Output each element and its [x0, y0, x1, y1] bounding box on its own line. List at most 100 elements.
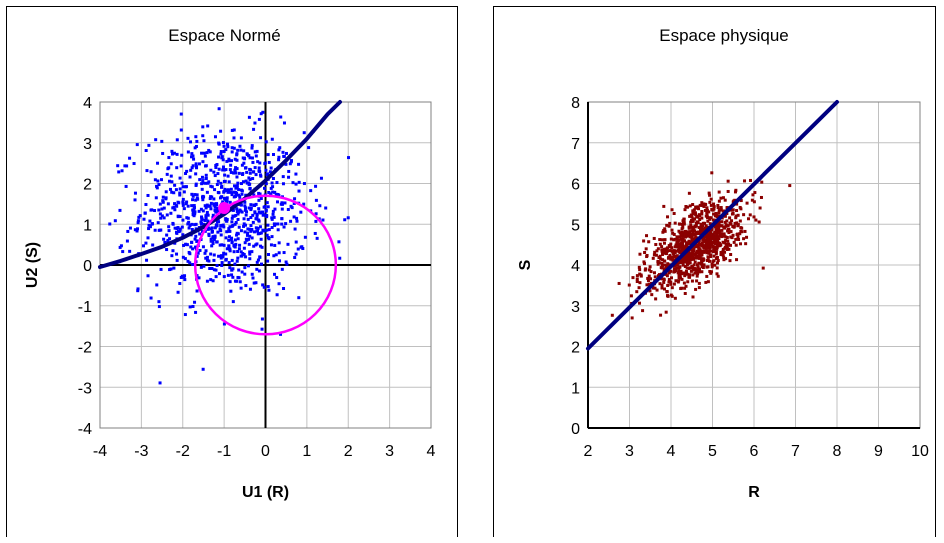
scatter-point: [651, 256, 655, 260]
scatter-point: [238, 144, 242, 148]
scatter-point: [194, 135, 198, 139]
scatter-point: [209, 227, 213, 231]
scatter-point: [230, 128, 234, 132]
scatter-point: [194, 234, 198, 238]
scatter-point: [738, 232, 742, 236]
scatter-point: [237, 171, 241, 175]
scatter-point: [204, 177, 208, 181]
scatter-point: [166, 167, 170, 171]
scatter-point: [282, 154, 286, 158]
scatter-point: [248, 252, 252, 256]
scatter-point: [723, 245, 727, 249]
scatter-point: [136, 219, 140, 223]
scatter-point: [192, 157, 196, 161]
x-axis-title: U1 (R): [242, 484, 289, 501]
scatter-point: [233, 238, 237, 242]
scatter-point: [725, 235, 729, 239]
scatter-point: [275, 181, 279, 185]
scatter-point: [273, 207, 277, 211]
scatter-point: [166, 238, 170, 242]
scatter-point: [181, 255, 185, 259]
scatter-point: [675, 266, 679, 270]
scatter-point: [681, 263, 685, 267]
scatter-point: [255, 242, 259, 246]
scatter-point: [280, 222, 284, 226]
scatter-point: [266, 236, 270, 240]
scatter-point: [270, 216, 274, 220]
scatter-point: [187, 226, 191, 230]
scatter-point: [251, 160, 255, 164]
scatter-point: [239, 136, 243, 140]
scatter-point: [186, 216, 190, 220]
scatter-point: [694, 254, 698, 258]
scatter-point: [738, 219, 742, 223]
scatter-point: [666, 215, 670, 219]
scatter-point: [184, 185, 188, 189]
scatter-point: [752, 215, 756, 219]
scatter-point: [684, 284, 688, 288]
scatter-point: [241, 172, 245, 176]
scatter-point: [244, 206, 248, 210]
scatter-point: [209, 168, 213, 172]
scatter-point: [239, 229, 243, 233]
scatter-point: [716, 205, 720, 209]
scatter-point: [664, 272, 668, 276]
scatter-point: [227, 261, 231, 265]
scatter-point: [227, 238, 231, 242]
scatter-point: [672, 238, 676, 242]
scatter-point: [244, 166, 248, 170]
scatter-point: [243, 241, 247, 245]
scatter-point: [733, 221, 737, 225]
scatter-point: [270, 217, 274, 221]
scatter-point: [262, 186, 266, 190]
scatter-point: [715, 243, 719, 247]
scatter-point: [671, 231, 675, 235]
scatter-point: [690, 214, 694, 218]
scatter-point: [228, 280, 232, 284]
scatter-point: [296, 247, 300, 251]
scatter-point: [222, 179, 226, 183]
scatter-point: [683, 259, 687, 263]
scatter-point: [698, 253, 702, 257]
scatter-point: [295, 216, 299, 220]
scatter-point: [248, 156, 252, 160]
scatter-point: [744, 242, 748, 246]
scatter-point: [191, 198, 195, 202]
scatter-point: [194, 165, 198, 169]
scatter-point: [705, 206, 709, 210]
scatter-point: [192, 204, 196, 208]
scatter-point: [721, 240, 725, 244]
scatter-point: [182, 207, 186, 211]
scatter-point: [188, 175, 192, 179]
scatter-point: [215, 209, 219, 213]
scatter-point: [222, 225, 226, 229]
scatter-point: [211, 236, 215, 240]
scatter-point: [272, 222, 276, 226]
scatter-point: [235, 233, 239, 237]
scatter-point: [243, 204, 247, 208]
scatter-point: [637, 265, 641, 269]
scatter-point: [708, 193, 712, 197]
scatter-point: [220, 155, 224, 159]
scatter-point: [673, 264, 677, 268]
scatter-point: [725, 244, 729, 248]
scatter-point: [225, 230, 229, 234]
scatter-point: [243, 223, 247, 227]
scatter-point: [679, 237, 683, 241]
scatter-point: [717, 241, 721, 245]
scatter-point: [183, 278, 187, 282]
scatter-point: [664, 267, 668, 271]
scatter-point: [151, 243, 155, 247]
scatter-point: [236, 181, 240, 185]
scatter-point: [165, 172, 169, 176]
scatter-point: [245, 238, 249, 242]
scatter-point: [277, 148, 281, 152]
scatter-point: [707, 210, 711, 214]
scatter-point: [234, 242, 238, 246]
scatter-point: [717, 209, 721, 213]
scatter-point: [250, 228, 254, 232]
scatter-point: [256, 258, 260, 262]
scatter-point: [688, 273, 692, 277]
scatter-point: [216, 230, 220, 234]
scatter-point: [715, 232, 719, 236]
